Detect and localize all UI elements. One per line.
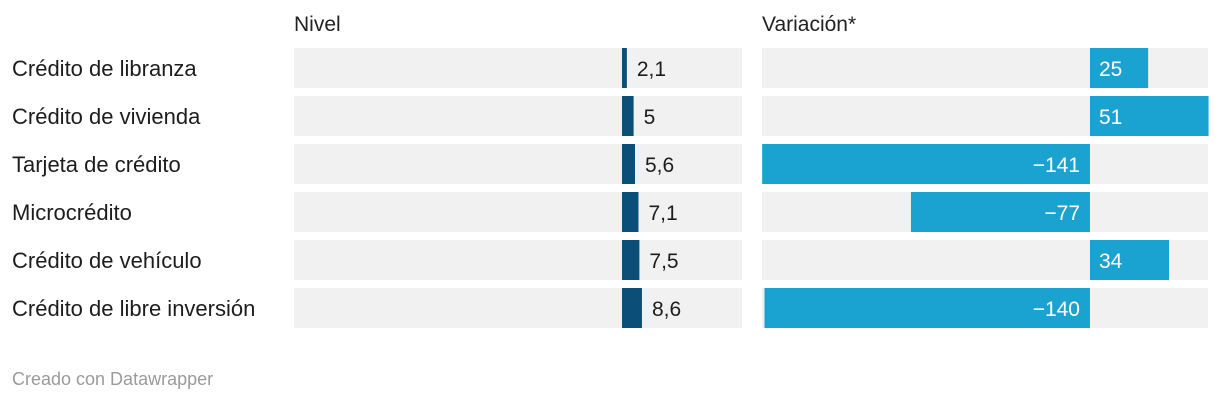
row-label: Crédito de libre inversión — [12, 296, 255, 321]
nivel-value-label: 7,1 — [648, 202, 677, 225]
variacion-value-label: −141 — [1033, 154, 1080, 177]
nivel-bar-background — [294, 144, 742, 184]
nivel-value-label: 7,5 — [649, 250, 678, 273]
column-header-nivel: Nivel — [294, 13, 341, 36]
variacion-bar — [1090, 48, 1149, 88]
nivel-bar-background — [294, 240, 742, 280]
nivel-bar — [622, 96, 634, 136]
nivel-value-label: 5 — [644, 106, 656, 129]
nivel-bar — [622, 240, 640, 280]
nivel-bar — [622, 192, 639, 232]
variacion-bar — [910, 192, 1090, 232]
row-label: Crédito de vehículo — [12, 248, 202, 273]
nivel-bar-background — [294, 288, 742, 328]
variacion-bar — [764, 288, 1090, 328]
nivel-bar — [622, 288, 642, 328]
variacion-bar — [1090, 240, 1170, 280]
column-header-variacion: Variación* — [762, 13, 856, 36]
variacion-bar — [1090, 96, 1209, 136]
row-label: Crédito de vivienda — [12, 104, 201, 129]
row-label: Microcrédito — [12, 200, 132, 225]
nivel-bar-background — [294, 192, 742, 232]
nivel-bar-background — [294, 96, 742, 136]
nivel-bar-background — [294, 48, 742, 88]
variacion-value-label: 34 — [1099, 250, 1123, 273]
variacion-value-label: 51 — [1099, 106, 1122, 129]
variacion-bar — [762, 144, 1090, 184]
nivel-bar — [622, 144, 635, 184]
nivel-value-label: 5,6 — [645, 154, 674, 177]
nivel-value-label: 2,1 — [637, 58, 666, 81]
row-label: Crédito de libranza — [12, 56, 197, 81]
variacion-value-label: −77 — [1044, 202, 1080, 225]
nivel-value-label: 8,6 — [652, 298, 681, 321]
footer-credit: Creado con Datawrapper — [12, 369, 214, 389]
variacion-value-label: −140 — [1033, 298, 1080, 321]
row-label: Tarjeta de crédito — [12, 152, 181, 177]
nivel-bar — [622, 48, 627, 88]
variacion-value-label: 25 — [1099, 58, 1122, 81]
